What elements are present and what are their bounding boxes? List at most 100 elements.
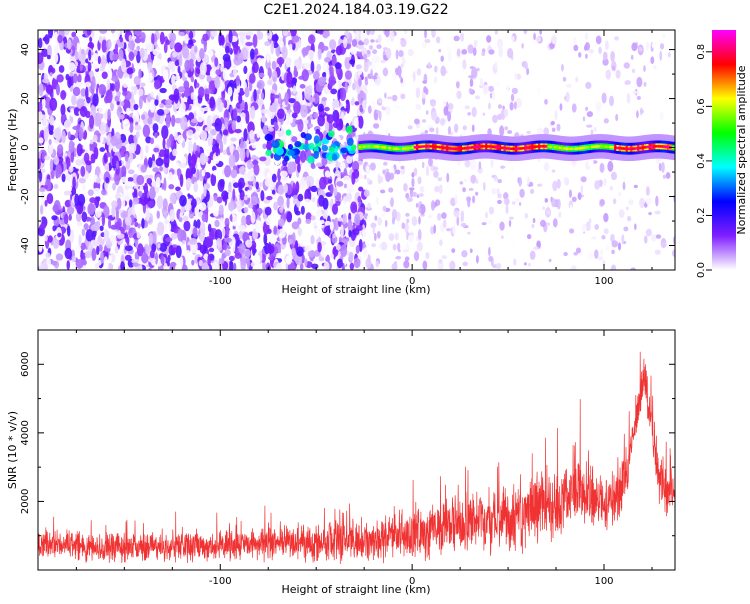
spectrogram-cell (413, 167, 418, 176)
spectrogram-cell (524, 212, 529, 219)
spectrogram-cell (561, 63, 564, 72)
spectrogram-cell (395, 256, 402, 260)
spectrogram-cell (107, 108, 111, 121)
spectrogram-cell (265, 216, 271, 226)
spectrogram-cell (313, 227, 320, 240)
spectrogram-cell (107, 254, 112, 263)
spectrogram-cell (174, 42, 183, 53)
spectrogram-cell (137, 223, 141, 229)
colorbar-ticks: 0.0 0.2 0.4 0.6 0.8 (696, 44, 712, 278)
spectrogram-cell (486, 35, 492, 43)
spectrogram-cell (305, 218, 312, 224)
spectrogram-cell (455, 81, 460, 89)
spectrogram-cell (461, 250, 468, 258)
spectrogram-cell (417, 229, 422, 240)
spectrogram-cell (308, 96, 316, 103)
spectrogram-band-cell (409, 146, 413, 150)
spectrogram-cell (245, 34, 251, 40)
spectrogram-cell (300, 205, 305, 215)
spectrogram-cell (323, 261, 330, 270)
spectrogram-cell (246, 189, 251, 199)
spectrogram-band-cell (392, 147, 397, 150)
spectrogram-cell (264, 133, 273, 141)
spectrogram-cell (310, 215, 316, 221)
spectrogram-cell (40, 118, 49, 128)
spectrogram-cell (179, 102, 186, 113)
spectrogram-cell (526, 130, 532, 134)
spectrogram-cell (159, 242, 168, 252)
spectrogram-cell (350, 201, 358, 214)
spectrogram-cell (499, 125, 505, 137)
spectrogram-cell (662, 174, 667, 179)
spectrogram-cell (251, 141, 258, 149)
spectrogram-band-cell (443, 146, 447, 150)
spectrogram-cell (535, 36, 542, 43)
spectrogram-cell (177, 228, 184, 242)
spectrogram-cell (214, 75, 221, 89)
spectrogram-cell (236, 115, 241, 123)
spectrogram-cell (363, 247, 368, 257)
spectrogram-cell (378, 110, 382, 121)
spectrogram-cell (585, 221, 591, 232)
spectrogram-cell (267, 79, 273, 86)
spectrogram-cell (434, 185, 440, 193)
spectrogram-cell (156, 195, 164, 210)
spectrogram-band-cell (535, 145, 539, 148)
spectrogram-cell (154, 58, 162, 67)
spectrogram-cell (232, 214, 238, 227)
spectrogram-cell (199, 221, 206, 235)
spectrogram-cell (633, 184, 638, 189)
spectrogram-band-cell (544, 145, 549, 148)
spectrogram-band-cell (448, 147, 452, 150)
spectrogram-cell (76, 220, 83, 227)
spectrogram-cell (165, 237, 173, 242)
spectrogram-cell (101, 54, 107, 69)
spectrogram-cell (400, 93, 406, 100)
spectrogram-cell (40, 262, 49, 270)
spectrogram-cell (363, 62, 369, 73)
spectrogram-cell (188, 30, 194, 40)
spectrogram-cell (232, 68, 238, 76)
spectrogram-cell (189, 237, 198, 245)
spectrogram-cell (321, 157, 328, 166)
spectrogram-cell (118, 107, 122, 112)
spectrogram-cell (250, 262, 255, 267)
spectrogram-cell (541, 198, 545, 207)
spectrogram-cell (133, 75, 141, 86)
spectrogram-cell (184, 33, 189, 44)
spectrogram-cell (321, 138, 330, 145)
spectrogram-cell (136, 243, 144, 257)
spectrogram-cell (369, 64, 376, 73)
spectrogram-band-cell (572, 147, 576, 150)
spectrogram-cell (119, 36, 124, 43)
spectrogram-cell (491, 91, 496, 101)
spectrogram-cell (610, 264, 617, 270)
spectrogram-cell (645, 228, 652, 237)
spectrogram-cell (184, 59, 191, 72)
spectrogram-cell (203, 183, 207, 197)
spectrogram-cell (233, 42, 239, 55)
spectrogram-cell (277, 92, 282, 105)
spectrogram-cell (285, 57, 292, 67)
spectrogram-cell (646, 41, 650, 51)
spectrogram-cell (515, 97, 522, 108)
spectrogram-cell (460, 32, 465, 42)
spectrogram-cell (45, 178, 52, 192)
spectrogram-cell (400, 77, 404, 84)
spectrogram-band-cell (411, 146, 415, 149)
spectrogram-cell (623, 62, 630, 69)
colorbar-tick-label: 0.2 (696, 208, 707, 224)
spectrogram-band-cell (623, 147, 627, 150)
spectrogram-cell (99, 30, 108, 34)
spectrogram-cell (348, 230, 352, 238)
spectrogram-cell (428, 157, 433, 167)
spectrogram-cell (159, 166, 163, 172)
spectrogram-cell (256, 130, 261, 139)
spectrogram-cell (521, 42, 524, 49)
spectrogram-cell (174, 60, 180, 67)
spectrogram-cell (382, 169, 386, 175)
spectrogram-cell (511, 35, 515, 44)
spectrogram-band-cell (528, 146, 532, 149)
spectrogram-band-cell (383, 146, 387, 149)
spectrogram-cell (288, 227, 294, 236)
